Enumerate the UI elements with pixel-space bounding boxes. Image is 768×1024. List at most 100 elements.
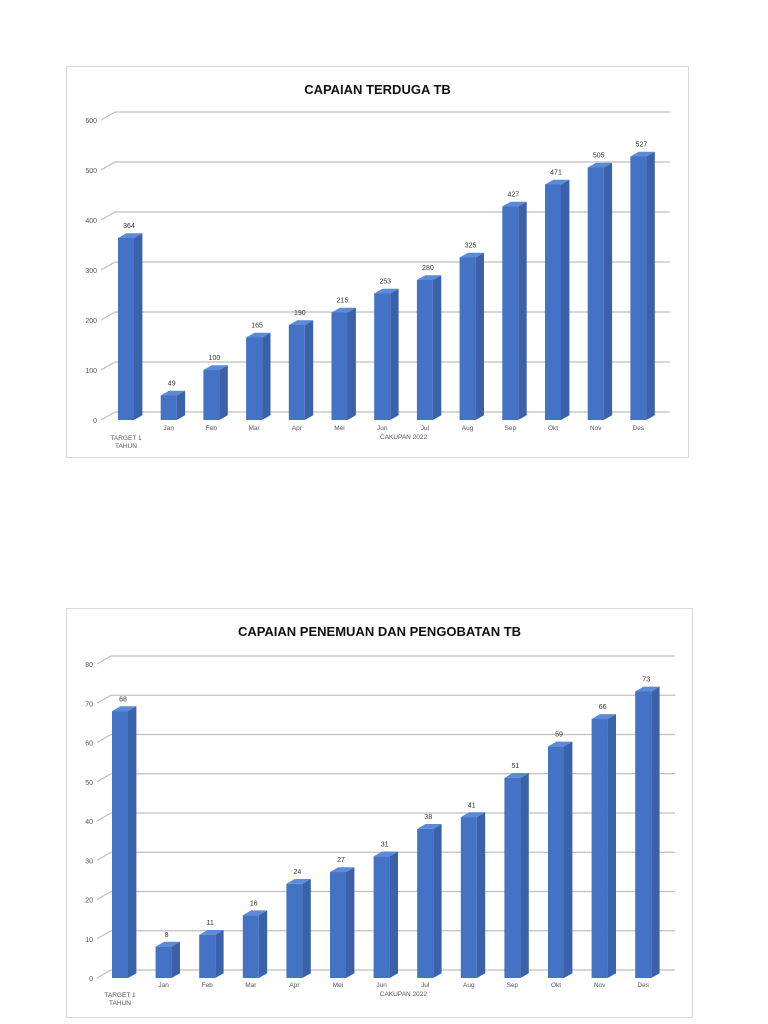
data-label: 24 [294, 869, 302, 876]
x-tick-label: Jun [377, 425, 388, 432]
data-label: 165 [251, 323, 263, 330]
x-axis-label: CAKUPAN 2022 [380, 991, 428, 998]
x-tick-label: Feb [202, 982, 214, 989]
x-tick-label: TAHUN [115, 443, 137, 450]
data-label: 8 [165, 932, 169, 939]
chart-terduga-tb: CAPAIAN TERDUGA TB 0 100 200 300 400 500 600 36… [66, 66, 689, 458]
gridline-diagonal [96, 694, 112, 704]
gridline-diagonal [100, 361, 116, 371]
y-tick-label: 60 [85, 741, 93, 748]
chart-penemuan-pengobatan-tb: CAPAIAN PENEMUAN DAN PENGOBATAN TB 0 10 20… [66, 608, 693, 1018]
gridline-diagonal [100, 311, 116, 321]
data-label: 66 [599, 704, 607, 711]
bar [630, 151, 655, 420]
chart-title: CAPAIAN TERDUGA TB [304, 82, 451, 97]
bar [587, 162, 613, 420]
y-tick-label: 600 [85, 118, 97, 125]
data-label: 27 [337, 857, 345, 864]
x-tick-label: Nov [594, 982, 606, 989]
x-tick-label: Des [637, 982, 649, 989]
bar [460, 812, 486, 978]
data-label: 49 [168, 381, 176, 388]
bar [459, 252, 484, 420]
x-tick-label: Sep [505, 425, 517, 432]
x-tick-label: Des [633, 425, 645, 432]
data-label: 11 [207, 920, 214, 927]
x-tick-label: Sep [507, 982, 519, 989]
data-label: 325 [465, 243, 477, 250]
gridline-diagonal [100, 161, 116, 171]
y-tick-label: 200 [85, 318, 97, 325]
bar [548, 741, 573, 978]
y-tick-label: 80 [85, 662, 93, 669]
y-tick-label: 20 [85, 898, 93, 905]
gridline-diagonal [96, 890, 112, 901]
bar [416, 275, 442, 420]
bar [417, 824, 442, 978]
data-label: 31 [381, 842, 389, 849]
x-tick-label: Aug [463, 982, 475, 989]
y-tick-label: 30 [85, 858, 93, 865]
gridline-diagonal [96, 812, 112, 822]
x-tick-label: Okt [548, 425, 558, 432]
data-label: 16 [250, 900, 258, 907]
data-label: 364 [123, 223, 135, 230]
data-label: 51 [512, 763, 520, 770]
x-tick-label: Jul [421, 425, 430, 432]
data-label: 41 [468, 802, 476, 809]
y-tick-label: 50 [85, 780, 93, 787]
data-label: 190 [294, 310, 306, 317]
chart-title: CAPAIAN PENEMUAN DAN PENGOBATAN TB [237, 624, 522, 639]
bar [246, 332, 271, 420]
data-label: 253 [379, 279, 391, 286]
gridline-diagonal [96, 969, 112, 979]
bar [155, 941, 180, 978]
x-tick-label: Apr [289, 982, 300, 989]
x-tick-label: Okt [551, 982, 561, 989]
y-tick-label: 100 [85, 368, 97, 375]
y-tick-label: 0 [89, 976, 93, 983]
bar [242, 910, 268, 978]
x-tick-label: Apr [292, 425, 303, 432]
bar [118, 233, 143, 420]
gridline-diagonal [96, 773, 112, 783]
x-tick-label: Jun [376, 982, 387, 989]
x-tick-label: Jul [421, 982, 430, 989]
bar [504, 773, 529, 978]
data-label: 59 [555, 732, 563, 739]
x-tick-label: Mei [334, 425, 344, 432]
bar [635, 686, 660, 978]
gridline-diagonal [96, 851, 112, 861]
bar [330, 867, 355, 978]
data-label: 427 [507, 192, 519, 199]
bar [286, 879, 311, 978]
gridline-diagonal [100, 211, 116, 221]
bar [374, 288, 399, 420]
data-label: 73 [642, 677, 650, 684]
bar [331, 307, 356, 420]
x-tick-label: TARGET 1 [110, 435, 142, 442]
x-tick-label: TARGET 1 [104, 992, 136, 999]
x-tick-label: Nov [590, 425, 602, 432]
bar [545, 179, 570, 420]
x-tick-label: Mar [248, 425, 260, 432]
x-axis-label: CAKUPAN 2022 [380, 434, 428, 441]
y-tick-label: 0 [93, 418, 97, 425]
x-tick-label: Mei [333, 982, 343, 989]
bar [112, 706, 137, 978]
bar [199, 930, 224, 978]
x-tick-label: Jan [158, 982, 169, 989]
x-tick-label: Jan [163, 425, 174, 432]
y-tick-label: 40 [85, 819, 93, 826]
bar [160, 390, 186, 420]
data-label: 471 [550, 170, 562, 177]
x-tick-label: Mar [245, 982, 257, 989]
gridline-diagonal [96, 733, 112, 744]
bar [203, 365, 228, 420]
gridline-diagonal [96, 930, 112, 940]
gridline-diagonal [100, 111, 116, 121]
x-tick-label: Feb [206, 425, 218, 432]
bar [288, 320, 314, 420]
